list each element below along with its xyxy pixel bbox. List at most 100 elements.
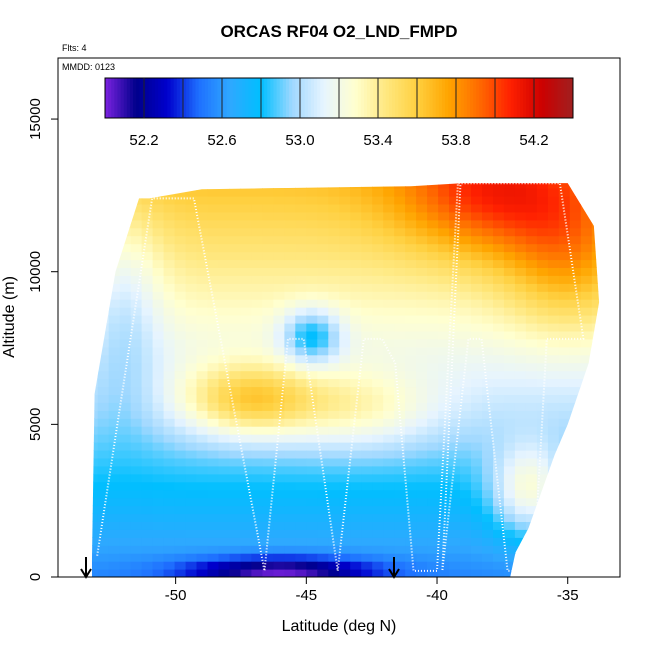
heatmap-cell: [536, 553, 549, 562]
heatmap-cell: [427, 299, 439, 308]
heatmap-cell: [218, 370, 231, 380]
heatmap-cell: [525, 219, 538, 229]
heatmap-cell: [306, 188, 318, 197]
heatmap-cell: [372, 251, 384, 261]
heatmap-cell: [514, 235, 527, 245]
heatmap-cell: [91, 299, 99, 308]
heatmap-cell: [460, 370, 472, 380]
heatmap-cell: [350, 362, 362, 372]
heatmap-cell: [317, 505, 329, 515]
heatmap-cell: [97, 553, 110, 562]
heatmap-cell: [361, 457, 373, 467]
heatmap-cell: [482, 330, 494, 340]
heatmap-cell: [394, 442, 406, 451]
heatmap-cell: [141, 410, 154, 419]
heatmap-cell: [317, 235, 329, 245]
heatmap-cell: [196, 394, 209, 403]
heatmap-cell: [493, 354, 505, 364]
heatmap-cell: [603, 267, 615, 276]
heatmap-cell: [306, 219, 318, 229]
heatmap-cell: [383, 370, 395, 380]
heatmap-cell: [185, 259, 198, 268]
heatmap-cell: [471, 243, 483, 253]
heatmap-cell: [97, 188, 110, 197]
heatmap-cell: [240, 537, 253, 546]
heatmap-cell: [174, 402, 187, 411]
heatmap-cell: [580, 561, 593, 570]
heatmap-cell: [97, 457, 110, 467]
heatmap-cell: [361, 394, 373, 403]
heatmap-cell: [350, 489, 362, 499]
heatmap-cell: [493, 283, 505, 292]
heatmap-cell: [405, 196, 417, 205]
heatmap-cell: [306, 521, 318, 530]
heatmap-cell: [525, 418, 538, 427]
heatmap-cell: [525, 521, 538, 530]
heatmap-cell: [569, 211, 582, 221]
heatmap-cell: [317, 172, 329, 181]
heatmap-cell: [514, 521, 527, 530]
heatmap-cell: [536, 283, 549, 292]
heatmap-cell: [185, 267, 198, 276]
heatmap-cell: [108, 275, 121, 284]
colorbar-swatch: [463, 78, 468, 118]
heatmap-cell: [306, 553, 318, 562]
heatmap-cell: [503, 338, 516, 348]
heatmap-cell: [251, 259, 263, 268]
heatmap-cell: [207, 362, 220, 372]
heatmap-cell: [449, 481, 461, 491]
heatmap-cell: [185, 227, 198, 237]
heatmap-cell: [284, 481, 296, 491]
heatmap-cell: [229, 267, 242, 276]
heatmap-cell: [163, 275, 176, 284]
heatmap-cell: [558, 196, 571, 205]
heatmap-cell: [405, 370, 417, 380]
colorbar-swatch: [179, 78, 184, 118]
heatmap-cell: [141, 481, 154, 491]
heatmap-cell: [580, 386, 593, 395]
heatmap-cell: [119, 235, 132, 245]
heatmap-cell: [394, 362, 406, 372]
heatmap-cell: [361, 219, 373, 229]
heatmap-cell: [218, 457, 231, 467]
heatmap-cell: [514, 378, 527, 388]
heatmap-cell: [449, 569, 461, 577]
heatmap-cell: [558, 529, 571, 538]
heatmap-cell: [251, 394, 263, 403]
heatmap-cell: [569, 410, 582, 419]
heatmap-cell: [141, 291, 154, 300]
heatmap-cell: [383, 442, 395, 451]
heatmap-cell: [558, 330, 571, 340]
heatmap-cell: [372, 370, 384, 380]
heatmap-cell: [438, 315, 450, 324]
heatmap-cell: [152, 465, 165, 475]
heatmap-cell: [482, 481, 494, 491]
heatmap-cell: [493, 537, 505, 546]
heatmap-cell: [603, 379, 615, 388]
heatmap-cell: [152, 553, 165, 562]
heatmap-cell: [569, 188, 582, 197]
heatmap-cell: [130, 283, 143, 292]
heatmap-cell: [174, 394, 187, 403]
heatmap-cell: [361, 481, 373, 491]
heatmap-cell: [383, 473, 395, 483]
heatmap-cell: [251, 235, 263, 245]
heatmap-cell: [130, 457, 143, 467]
heatmap-cell: [569, 553, 582, 562]
colorbar-swatch: [529, 78, 533, 118]
heatmap-cell: [350, 183, 362, 189]
colorbar-swatch: [232, 78, 237, 118]
heatmap-cell: [185, 529, 198, 538]
heatmap-cell: [503, 323, 516, 332]
colorbar-swatch: [114, 78, 118, 118]
heatmap-cell: [558, 457, 571, 467]
heatmap-cell: [262, 183, 274, 189]
heatmap-cell: [317, 450, 329, 459]
heatmap-cell: [219, 172, 231, 181]
heatmap-cell: [317, 259, 329, 268]
heatmap-cell: [580, 450, 593, 459]
heatmap-cell: [449, 354, 461, 364]
heatmap-cell: [339, 378, 351, 388]
heatmap-cell: [130, 203, 143, 213]
